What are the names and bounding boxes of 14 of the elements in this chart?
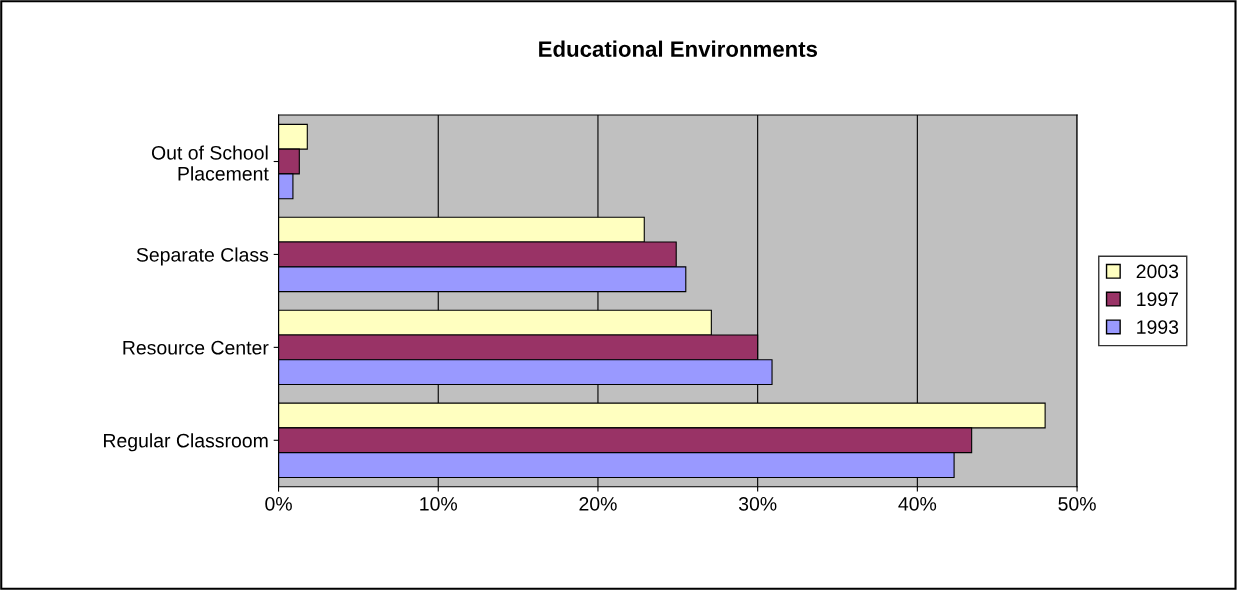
x-tick-label: 10% — [420, 496, 458, 511]
y-tick-label: Resource Center — [123, 340, 269, 355]
y-tick-label: Regular Classroom — [104, 433, 268, 452]
x-tick-label: 30% — [738, 496, 777, 511]
chart-title: Educational Environments — [539, 40, 818, 57]
y-tick-label: Out of School Placement — [151, 145, 269, 181]
x-tick-label: 0% — [265, 496, 292, 511]
legend-label: 2003 — [1136, 264, 1179, 279]
legend-label: 1997 — [1137, 292, 1178, 307]
y-tick-label: Separate Class — [136, 247, 269, 266]
x-tick-label: 40% — [898, 496, 937, 511]
legend-label: 1993 — [1137, 320, 1179, 334]
x-tick-label: 20% — [579, 496, 617, 511]
x-tick-label: 50% — [1058, 496, 1096, 511]
